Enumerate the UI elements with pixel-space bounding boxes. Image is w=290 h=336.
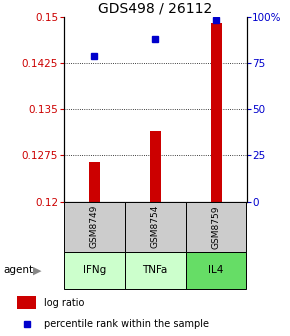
Bar: [125, 202, 186, 252]
Text: GSM8749: GSM8749: [90, 205, 99, 249]
Title: GDS498 / 26112: GDS498 / 26112: [98, 2, 212, 16]
Bar: [150, 131, 161, 202]
Bar: [186, 252, 246, 289]
Text: percentile rank within the sample: percentile rank within the sample: [44, 319, 209, 329]
Text: IL4: IL4: [208, 265, 224, 276]
Bar: [17, 296, 36, 309]
Bar: [186, 202, 246, 252]
Text: agent: agent: [3, 265, 33, 276]
Bar: [64, 252, 125, 289]
Bar: [64, 202, 125, 252]
Bar: [125, 252, 186, 289]
Text: ▶: ▶: [33, 265, 42, 276]
Text: log ratio: log ratio: [44, 298, 84, 308]
Text: GSM8754: GSM8754: [151, 205, 160, 249]
Text: GSM8759: GSM8759: [211, 205, 221, 249]
Bar: [89, 162, 100, 202]
Bar: [211, 23, 222, 202]
Text: IFNg: IFNg: [83, 265, 106, 276]
Text: TNFa: TNFa: [142, 265, 168, 276]
